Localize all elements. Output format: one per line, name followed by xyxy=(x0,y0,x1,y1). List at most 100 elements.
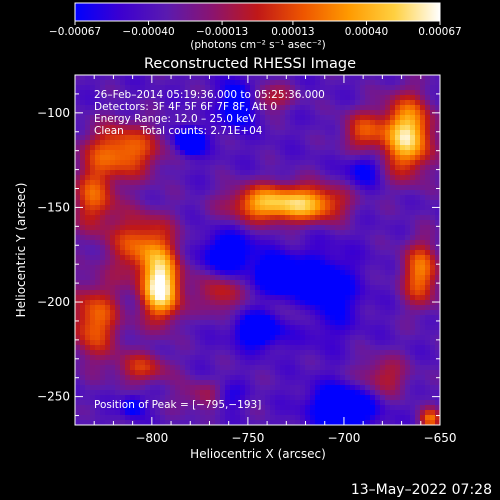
heatmap-cell xyxy=(295,130,301,136)
heatmap-cell xyxy=(285,170,291,176)
heatmap-cell xyxy=(300,360,306,366)
heatmap-cell xyxy=(345,150,351,156)
heatmap-cell xyxy=(400,105,406,111)
heatmap-cell xyxy=(300,210,306,216)
heatmap-cell xyxy=(150,125,156,131)
heatmap-cell xyxy=(195,335,201,341)
heatmap-cell xyxy=(285,185,291,191)
heatmap-cell xyxy=(170,355,176,361)
heatmap-cell xyxy=(280,85,286,91)
heatmap-cell xyxy=(350,345,356,351)
heatmap-cell xyxy=(415,255,421,261)
heatmap-cell xyxy=(410,335,416,341)
heatmap-cell xyxy=(410,270,416,276)
heatmap-cell xyxy=(145,75,151,81)
heatmap-cell xyxy=(405,100,411,106)
heatmap-cell xyxy=(355,140,361,146)
heatmap-cell xyxy=(230,230,236,236)
heatmap-cell xyxy=(280,380,286,386)
heatmap-cell xyxy=(365,165,371,171)
heatmap-cell xyxy=(320,90,326,96)
heatmap-cell xyxy=(435,250,441,256)
heatmap-cell xyxy=(240,155,246,161)
heatmap-cell xyxy=(185,180,191,186)
heatmap-cell xyxy=(415,155,421,161)
heatmap-cell xyxy=(80,230,86,236)
heatmap-cell xyxy=(430,320,436,326)
heatmap-cell xyxy=(270,125,276,131)
heatmap-cell xyxy=(110,105,116,111)
heatmap-cell xyxy=(290,330,296,336)
heatmap-cell xyxy=(205,145,211,151)
heatmap-cell xyxy=(90,195,96,201)
heatmap-cell xyxy=(305,110,311,116)
heatmap-cell xyxy=(100,375,106,381)
heatmap-cell xyxy=(280,180,286,186)
heatmap-cell xyxy=(245,230,251,236)
heatmap-cell xyxy=(85,95,91,101)
heatmap-cell xyxy=(245,380,251,386)
heatmap-cell xyxy=(180,340,186,346)
heatmap-cell xyxy=(300,185,306,191)
heatmap-cell xyxy=(170,170,176,176)
heatmap-cell xyxy=(145,240,151,246)
heatmap-cell xyxy=(145,360,151,366)
heatmap-cell xyxy=(240,390,246,396)
heatmap-cell xyxy=(340,265,346,271)
heatmap-cell xyxy=(110,75,116,81)
heatmap-cell xyxy=(245,245,251,251)
heatmap-cell xyxy=(115,295,121,301)
heatmap-cell xyxy=(380,195,386,201)
heatmap-cell xyxy=(165,325,171,331)
heatmap-cell xyxy=(410,205,416,211)
heatmap-cell xyxy=(100,250,106,256)
heatmap-cell xyxy=(265,235,271,241)
heatmap-cell xyxy=(240,175,246,181)
heatmap-cell xyxy=(230,380,236,386)
heatmap-cell xyxy=(370,210,376,216)
heatmap-cell xyxy=(430,395,436,401)
heatmap-cell xyxy=(260,155,266,161)
heatmap-cell xyxy=(315,100,321,106)
heatmap-cell xyxy=(295,300,301,306)
heatmap-cell xyxy=(95,400,101,406)
heatmap-cell xyxy=(240,370,246,376)
heatmap-cell xyxy=(385,370,391,376)
heatmap-cell xyxy=(295,145,301,151)
heatmap-cell xyxy=(320,380,326,386)
heatmap-cell xyxy=(275,320,281,326)
heatmap-cell xyxy=(145,310,151,316)
heatmap-cell xyxy=(435,310,441,316)
heatmap-cell xyxy=(200,210,206,216)
heatmap-cell xyxy=(160,130,166,136)
heatmap-cell xyxy=(315,115,321,121)
heatmap-cell xyxy=(75,210,81,216)
heatmap-cell xyxy=(145,375,151,381)
heatmap-cell xyxy=(120,190,126,196)
heatmap-cell xyxy=(205,95,211,101)
heatmap-cell xyxy=(295,75,301,81)
heatmap-cell xyxy=(220,75,226,81)
heatmap-cell xyxy=(295,125,301,131)
heatmap-cell xyxy=(370,170,376,176)
heatmap-cell xyxy=(125,245,131,251)
heatmap-cell xyxy=(365,180,371,186)
heatmap-cell xyxy=(160,320,166,326)
heatmap-cell xyxy=(120,410,126,416)
heatmap-cell xyxy=(260,390,266,396)
heatmap-cell xyxy=(255,225,261,231)
heatmap-cell xyxy=(230,215,236,221)
heatmap-cell xyxy=(210,285,216,291)
heatmap-cell xyxy=(360,225,366,231)
heatmap-cell xyxy=(135,290,141,296)
heatmap-cell xyxy=(80,245,86,251)
heatmap-cell xyxy=(345,390,351,396)
heatmap-cell xyxy=(85,230,91,236)
heatmap-cell xyxy=(95,265,101,271)
heatmap-cell xyxy=(370,305,376,311)
heatmap-cell xyxy=(270,235,276,241)
heatmap-cell xyxy=(290,390,296,396)
heatmap-cell xyxy=(380,385,386,391)
heatmap-cell xyxy=(200,355,206,361)
heatmap-cell xyxy=(90,250,96,256)
